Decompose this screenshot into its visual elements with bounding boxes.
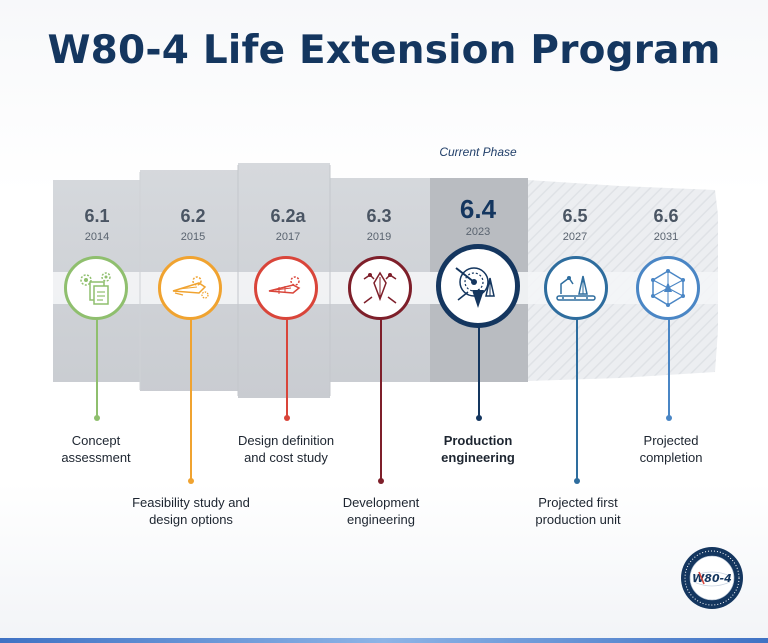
w80-4-program-seal-icon: W80-4 <box>681 547 743 609</box>
svg-text:W80-4: W80-4 <box>692 572 732 585</box>
stem-6-2 <box>190 318 192 480</box>
stem-dot-6-3 <box>378 478 384 484</box>
stem-dot-6-6 <box>666 415 672 421</box>
missile-gears-icon <box>172 276 209 299</box>
phase-node-6-2 <box>158 256 222 320</box>
phase-year-6-4: 2023 <box>465 226 491 238</box>
stem-dot-6-4 <box>476 415 482 421</box>
phase-year-6-1: 2014 <box>84 231 110 243</box>
phase-label-6-4: Production engineering <box>441 433 515 465</box>
phase-year-6-2a: 2017 <box>275 231 301 243</box>
stem-dot-6-2a <box>284 415 290 421</box>
phase-year-6-2: 2015 <box>180 231 206 243</box>
stem-dot-6-5 <box>574 478 580 484</box>
production-instruments-icon <box>455 267 495 308</box>
phase-label-6-6: Projected completion <box>639 433 703 465</box>
phase-number-6-5: 6.5 <box>562 206 588 226</box>
phase-number-6-2: 6.2 <box>180 206 206 226</box>
phase-label-6-1: Concept assessment <box>61 433 131 465</box>
network-node-icon <box>651 269 685 307</box>
page-title: W80-4 Life Extension Program <box>47 28 721 73</box>
stem-6-4 <box>478 326 480 418</box>
assembly-line-icon <box>556 275 596 301</box>
stem-6-3 <box>380 318 382 480</box>
phase-number-6-3: 6.3 <box>366 206 392 226</box>
phase-node-6-6 <box>636 256 700 320</box>
stem-6-6 <box>668 318 670 418</box>
gears-document-icon <box>80 272 111 305</box>
phase-number-6-1: 6.1 <box>84 206 110 226</box>
stem-6-5 <box>576 318 578 480</box>
phase-node-6-1 <box>64 256 128 320</box>
stem-dot-6-2 <box>188 478 194 484</box>
phase-label-6-2: Feasibility study and design options <box>132 495 250 527</box>
current-phase-label: Current Phase <box>439 145 517 159</box>
phase-number-6-4: 6.4 <box>459 194 497 224</box>
phase-label-6-5: Projected first production unit <box>535 495 621 527</box>
phase-node-6-2a <box>254 256 318 320</box>
phase-year-6-6: 2031 <box>653 231 679 243</box>
phase-number-6-2a: 6.2a <box>270 206 306 226</box>
missile-gear-icon <box>268 276 301 294</box>
phase-year-6-3: 2019 <box>366 231 392 243</box>
bottom-accent-bar <box>0 638 768 643</box>
phase-number-6-6: 6.6 <box>653 206 679 226</box>
phase-node-6-5 <box>544 256 608 320</box>
phase-year-6-5: 2027 <box>562 231 588 243</box>
stem-6-2a <box>286 318 288 418</box>
phase-node-6-4 <box>436 244 520 328</box>
phase-label-6-2a: Design definition and cost study <box>237 433 335 465</box>
robot-arm-icon <box>363 271 397 304</box>
phase-label-6-3: Development engineering <box>342 495 420 527</box>
stem-dot-6-1 <box>94 415 100 421</box>
phase-node-6-3 <box>348 256 412 320</box>
stem-6-1 <box>96 318 98 418</box>
